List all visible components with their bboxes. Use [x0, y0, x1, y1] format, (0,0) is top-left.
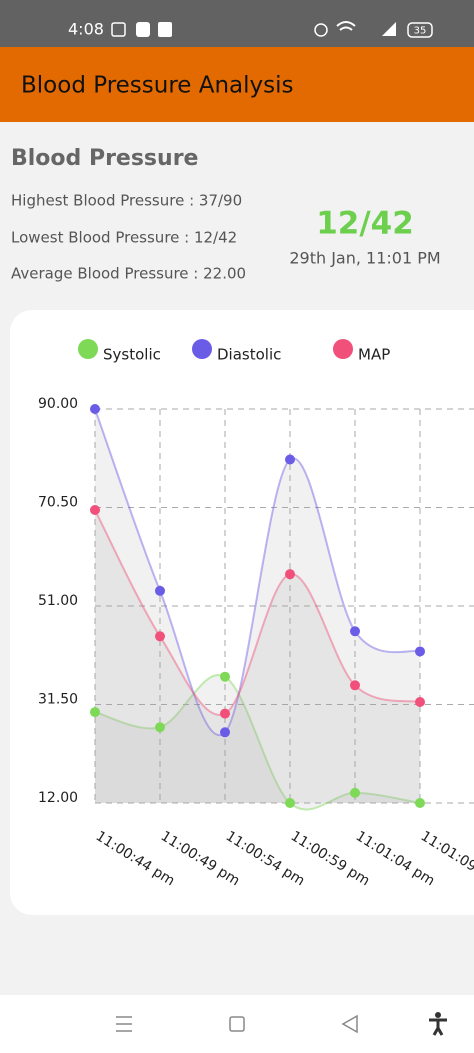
- stat-line: Highest Blood Pressure : 37/90: [11, 192, 242, 210]
- accessibility-icon[interactable]: [429, 1012, 447, 1036]
- battery-icon: [407, 22, 433, 38]
- data-point: [415, 798, 425, 808]
- data-point: [155, 722, 165, 733]
- app-title: Blood Pressure Analysis: [21, 73, 294, 99]
- stat-line: Average Blood Pressure : 22.00: [11, 265, 246, 283]
- data-point: [350, 680, 360, 691]
- data-point: [350, 626, 360, 637]
- legend-label: MAP: [358, 346, 390, 364]
- section-title: Blood Pressure: [11, 146, 198, 171]
- series-line: [94, 408, 421, 736]
- data-point: [220, 671, 230, 682]
- chart-card: [10, 310, 474, 915]
- status-icon: [314, 23, 328, 37]
- y-tick-label: 51.00: [38, 593, 78, 609]
- nav-home[interactable]: [229, 1016, 245, 1032]
- status-icon: [111, 22, 126, 37]
- series-area: [95, 409, 420, 803]
- data-point: [285, 798, 295, 808]
- data-point: [90, 505, 100, 516]
- wifi-icon: [336, 21, 356, 31]
- status-icon: [136, 22, 150, 37]
- signal-icon: [382, 22, 396, 36]
- app-bar: [0, 47, 474, 122]
- nav-bar: [0, 995, 474, 1053]
- status-icon: [158, 22, 172, 37]
- data-point: [415, 696, 425, 707]
- data-point: [350, 787, 360, 798]
- y-tick-label: 12.00: [38, 790, 78, 806]
- data-point: [220, 727, 230, 738]
- legend-marker: [78, 339, 98, 359]
- status-time: 4:08: [68, 20, 104, 39]
- y-tick-label: 31.50: [38, 692, 78, 708]
- series-area: [95, 510, 420, 803]
- battery-level: 35: [414, 26, 427, 37]
- nav-menu[interactable]: [116, 1016, 132, 1032]
- nav-back[interactable]: [341, 1014, 358, 1034]
- data-point: [220, 708, 230, 719]
- data-point: [285, 569, 295, 580]
- data-point: [155, 631, 165, 642]
- series-area: [95, 674, 420, 810]
- data-point: [90, 707, 100, 718]
- latest-reading: 12/42: [316, 206, 414, 242]
- y-tick-label: 70.50: [38, 495, 78, 511]
- y-tick-label: 90.00: [38, 396, 78, 412]
- legend-label: Systolic: [103, 346, 161, 364]
- data-point: [90, 404, 100, 414]
- legend-marker: [192, 339, 212, 359]
- data-point: [155, 585, 165, 596]
- latest-time: 29th Jan, 11:01 PM: [289, 249, 440, 268]
- data-point: [285, 454, 295, 465]
- stat-line: Lowest Blood Pressure : 12/42: [11, 229, 237, 247]
- legend-label: Diastolic: [217, 346, 281, 364]
- data-point: [415, 646, 425, 657]
- legend-marker: [333, 339, 353, 359]
